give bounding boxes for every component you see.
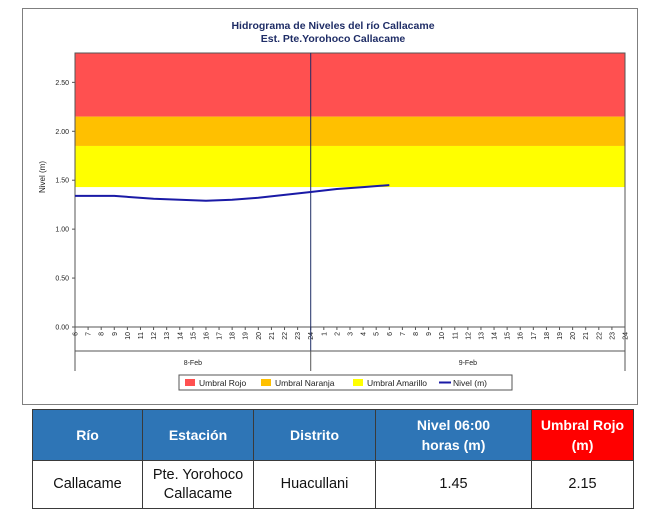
x-tick-label: 6: [387, 332, 394, 336]
legend-label: Nivel (m): [453, 378, 487, 388]
series-layer: [75, 184, 390, 202]
header-distrito: Distrito: [253, 409, 376, 461]
header-rio: Río: [32, 409, 143, 461]
header-nivel: Nivel 06:00 horas (m): [375, 409, 532, 461]
x-tick-label: 22: [282, 332, 289, 340]
legend-swatch-umbral-naranja: [261, 379, 271, 386]
x-tick-label: 20: [256, 332, 263, 340]
x-tick-label: 21: [269, 332, 276, 340]
series-line-nivel-m: [75, 184, 390, 202]
x-tick-label: 13: [478, 332, 485, 340]
day-label: 9-Feb: [459, 360, 477, 367]
legend-label: Umbral Naranja: [275, 378, 335, 388]
x-tick-label: 11: [452, 332, 459, 339]
x-tick-label: 13: [164, 332, 171, 340]
header-nivel-line1: Nivel 06:00: [416, 417, 491, 433]
axis-ticks: 0.000.501.001.502.002.506 7 8 9 10 11 12 13 14 15…: [55, 53, 630, 371]
legend-swatch-umbral-amarillo: [353, 379, 363, 386]
x-tick-label: 9: [426, 332, 433, 336]
x-tick-label: 22: [596, 332, 603, 340]
x-tick-label: 19: [557, 332, 564, 340]
station-info-table: Río Estación Distrito Nivel 06:00 horas (…: [32, 409, 634, 509]
band-umbral-naranja: [75, 116, 625, 146]
threshold-bands: [74, 52, 626, 328]
table-header-row: Río Estación Distrito Nivel 06:00 horas (…: [32, 409, 634, 461]
legend-swatch-umbral-rojo: [185, 379, 195, 386]
band-umbral-amarillo: [75, 145, 625, 188]
x-tick-label: 17: [531, 332, 538, 340]
x-tick-label: 23: [295, 332, 302, 340]
cell-nivel: 1.45: [375, 460, 532, 509]
chart-subtitle: Est. Pte.Yorohoco Callacame: [261, 33, 406, 45]
legend-label: Umbral Rojo: [199, 378, 247, 388]
x-tick-label: 14: [177, 332, 184, 340]
x-tick-label: 16: [518, 332, 525, 340]
x-tick-label: 15: [190, 332, 197, 340]
x-tick-label: 18: [230, 332, 237, 340]
x-tick-label: 17: [217, 332, 224, 340]
y-tick-label: 1.50: [55, 178, 69, 185]
band-umbral-rojo: [75, 53, 625, 117]
y-axis-label: Nivel (m): [38, 161, 47, 193]
chart-title: Hidrograma de Niveles del río Callacame: [231, 20, 434, 32]
x-tick-label: 24: [623, 332, 630, 340]
header-nivel-line2: horas (m): [421, 437, 486, 453]
cell-distrito: Huacullani: [253, 460, 376, 509]
legend-label: Umbral Amarillo: [367, 378, 427, 388]
x-tick-label: 11: [138, 332, 145, 339]
x-tick-label: 5: [374, 332, 381, 336]
x-tick-label: 12: [465, 332, 472, 340]
header-umbral-rojo: Umbral Rojo (m): [531, 409, 634, 461]
header-umbral-line2: (m): [571, 437, 594, 453]
x-tick-label: 9: [112, 332, 119, 336]
header-estacion: Estación: [142, 409, 254, 461]
y-tick-label: 2.50: [55, 80, 69, 87]
cell-estacion-line2: Callacame: [163, 485, 233, 502]
y-tick-label: 0.50: [55, 276, 69, 283]
x-tick-label: 12: [151, 332, 158, 340]
cell-estacion: Pte. Yorohoco Callacame: [142, 460, 254, 509]
x-tick-label: 7: [86, 332, 93, 336]
x-tick-label: 16: [203, 332, 210, 340]
x-tick-label: 10: [439, 332, 446, 340]
x-tick-label: 8: [99, 332, 106, 336]
x-tick-label: 19: [243, 332, 250, 340]
x-tick-label: 14: [492, 332, 499, 340]
cell-umbral: 2.15: [531, 460, 634, 509]
x-tick-label: 18: [544, 332, 551, 340]
x-tick-label: 10: [125, 332, 132, 340]
x-tick-label: 8: [413, 332, 420, 336]
x-tick-label: 23: [609, 332, 616, 340]
x-tick-label: 6: [73, 332, 80, 336]
legend-box: [178, 374, 513, 391]
y-tick-label: 0.00: [55, 325, 69, 332]
header-umbral-line1: Umbral Rojo: [540, 417, 625, 433]
x-tick-label: 20: [570, 332, 577, 340]
x-tick-label: 7: [400, 332, 407, 336]
x-tick-label: 4: [361, 332, 368, 336]
chart-frame: Hidrograma de Niveles del río Callacame …: [22, 8, 638, 405]
chart-legend: Umbral Rojo Umbral Naranja Umbral Amarillo…: [178, 374, 513, 391]
table-row: Callacame Pte. Yorohoco Callacame Huacull…: [32, 460, 634, 509]
day-label: 8-Feb: [184, 360, 202, 367]
cell-estacion-line1: Pte. Yorohoco: [152, 466, 244, 483]
y-tick-label: 1.00: [55, 227, 69, 234]
x-tick-label: 15: [505, 332, 512, 340]
y-tick-label: 2.00: [55, 129, 69, 136]
hydrograph-chart: Hidrograma de Niveles del río Callacame …: [38, 20, 630, 391]
x-tick-label: 3: [348, 332, 355, 336]
x-tick-label: 2: [334, 332, 341, 336]
x-tick-label: 24: [308, 332, 315, 340]
cell-rio: Callacame: [32, 460, 143, 509]
x-tick-label: 21: [583, 332, 590, 340]
x-tick-label: 1: [321, 332, 328, 336]
